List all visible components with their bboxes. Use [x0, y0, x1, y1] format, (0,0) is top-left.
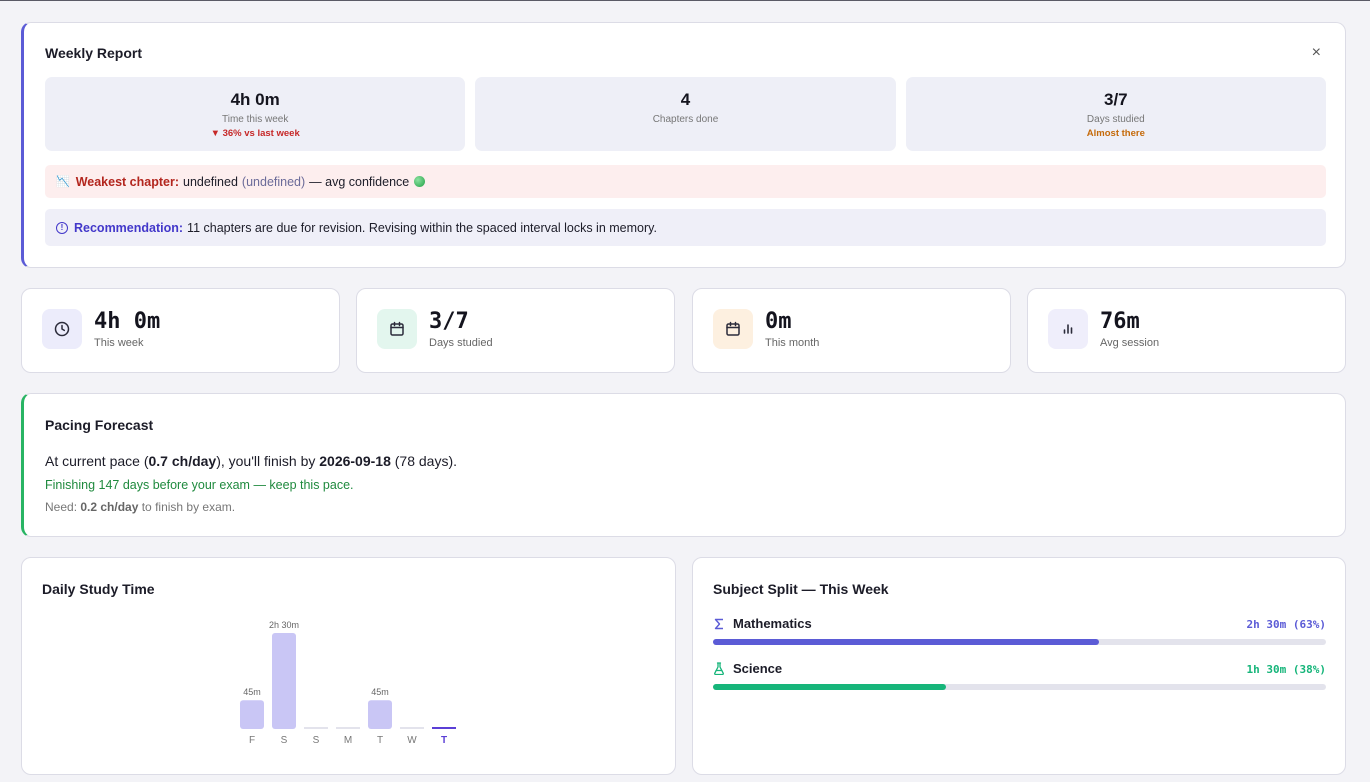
daily-study-time-card: Daily Study Time 45m F 2h 30m S S M 45m T W T [21, 557, 676, 775]
daily-study-chart: 45m F 2h 30m S S M 45m T W T [240, 620, 456, 746]
stat-value: 3/7 [429, 309, 469, 334]
pacing-finish-date: 2026-09-18 [319, 453, 391, 469]
stat-card-this-week: 4h 0m This week [21, 288, 340, 373]
confidence-dot-icon [414, 176, 426, 187]
pacing-need-rate: 0.2 ch/day [80, 500, 139, 514]
bar-5 [400, 727, 424, 729]
pacing-text: At current pace ( [45, 453, 149, 469]
weekly-tiles: 4h 0m Time this week ▼ 36% vs last week … [45, 77, 1326, 151]
calendar-icon [713, 309, 753, 349]
tile-label: Days studied [1086, 114, 1145, 125]
sigma-icon [713, 618, 725, 630]
recommendation-alert: ! Recommendation: 11 chapters are due fo… [45, 209, 1326, 246]
close-button[interactable]: × [1311, 44, 1321, 61]
subject-row-science: Science 1h 30m (38%) [713, 661, 1326, 690]
bar-0 [240, 700, 264, 729]
subject-progress-track [713, 639, 1326, 645]
stat-card-this-month: 0m This month [692, 288, 1011, 373]
info-icon: ! [56, 221, 68, 234]
pacing-rate: 0.7 ch/day [148, 453, 217, 469]
pacing-forecast-card: Pacing Forecast At current pace (0.7 ch/… [21, 393, 1346, 537]
subject-row-mathematics: Mathematics 2h 30m (63%) [713, 616, 1326, 645]
bar-1 [272, 633, 296, 729]
bar-chart-icon [1048, 309, 1088, 349]
tile-label: Time this week [222, 114, 289, 125]
subject-value: 2h 30m (63%) [1246, 618, 1326, 631]
calendar-icon [377, 309, 417, 349]
weakest-subject: (undefined) [241, 174, 306, 189]
weekly-report-title: Weekly Report [45, 45, 142, 61]
stat-value: 0m [765, 309, 792, 334]
pacing-text: ), you'll finish by [216, 453, 320, 469]
recommendation-label: Recommendation: [74, 220, 184, 235]
day-tick-label: S [281, 735, 288, 746]
daily-chart-title: Daily Study Time [42, 581, 155, 597]
day-tick-label: S [313, 735, 320, 746]
weakest-chapter-alert: 📉 Weakest chapter: undefined (undefined)… [45, 165, 1326, 198]
day-tick-label: T [441, 735, 447, 746]
stat-value: 76m [1100, 309, 1140, 334]
bar-6 [432, 727, 456, 729]
tile-status: Almost there [1086, 128, 1145, 139]
subject-progress-track [713, 684, 1326, 690]
pacing-status: Finishing 147 days before your exam — ke… [45, 478, 354, 492]
weakest-name: undefined [183, 174, 238, 189]
pacing-need: Need: 0.2 ch/day to finish by exam. [45, 500, 235, 514]
tile-label: Chapters done [652, 114, 719, 125]
stat-label: This week [94, 337, 144, 349]
bar-value-label: 45m [371, 687, 389, 697]
tile-value: 4 [680, 90, 691, 109]
subject-split-title: Subject Split — This Week [713, 581, 889, 597]
bar-value-label: 2h 30m [269, 620, 299, 630]
weekly-report-card: Weekly Report × 4h 0m Time this week ▼ 3… [21, 22, 1346, 268]
tile-value: 4h 0m [230, 90, 280, 109]
subject-progress-fill [713, 684, 946, 690]
bar-2 [304, 727, 328, 729]
clock-icon [42, 309, 82, 349]
stat-card-days-studied: 3/7 Days studied [356, 288, 675, 373]
tile-time-week: 4h 0m Time this week ▼ 36% vs last week [45, 77, 466, 151]
subject-name: Mathematics [713, 616, 1326, 631]
tile-trend: ▼ 36% vs last week [210, 128, 300, 139]
stat-label: Avg session [1100, 337, 1160, 349]
subject-split-card: Subject Split — This Week Mathematics 2h… [692, 557, 1346, 775]
bar-value-label: 45m [243, 687, 261, 697]
recommendation-text: 11 chapters are due for revision. Revisi… [187, 220, 657, 235]
pacing-text: Need: [45, 500, 81, 514]
day-tick-label: T [377, 735, 383, 746]
bar-4 [368, 700, 392, 729]
tile-days-studied: 3/7 Days studied Almost there [905, 77, 1326, 151]
subject-progress-fill [713, 639, 1100, 645]
subject-value: 1h 30m (38%) [1246, 663, 1326, 676]
day-tick-label: W [407, 735, 417, 746]
bar-3 [336, 727, 360, 729]
day-tick-label: F [249, 735, 255, 746]
pacing-text: to finish by exam. [138, 500, 236, 514]
pacing-text: (78 days). [390, 453, 458, 469]
subject-name: Science [713, 661, 1326, 676]
day-tick-label: M [344, 735, 352, 746]
weakest-label: Weakest chapter: [75, 174, 179, 189]
subject-label: Science [733, 661, 783, 676]
stat-label: Days studied [429, 337, 493, 349]
stat-card-avg-session: 76m Avg session [1027, 288, 1346, 373]
stat-label: This month [765, 337, 820, 349]
pacing-summary: At current pace (0.7 ch/day), you'll fin… [45, 453, 457, 469]
weakest-suffix: — avg confidence [309, 174, 410, 189]
tile-chapters-done: 4 Chapters done [475, 77, 896, 151]
subject-label: Mathematics [733, 616, 812, 631]
tile-value: 3/7 [1104, 90, 1128, 109]
pacing-title: Pacing Forecast [45, 417, 154, 433]
stat-value: 4h 0m [94, 309, 161, 334]
flask-icon [713, 662, 725, 675]
chart-decreasing-icon: 📉 [56, 176, 70, 188]
